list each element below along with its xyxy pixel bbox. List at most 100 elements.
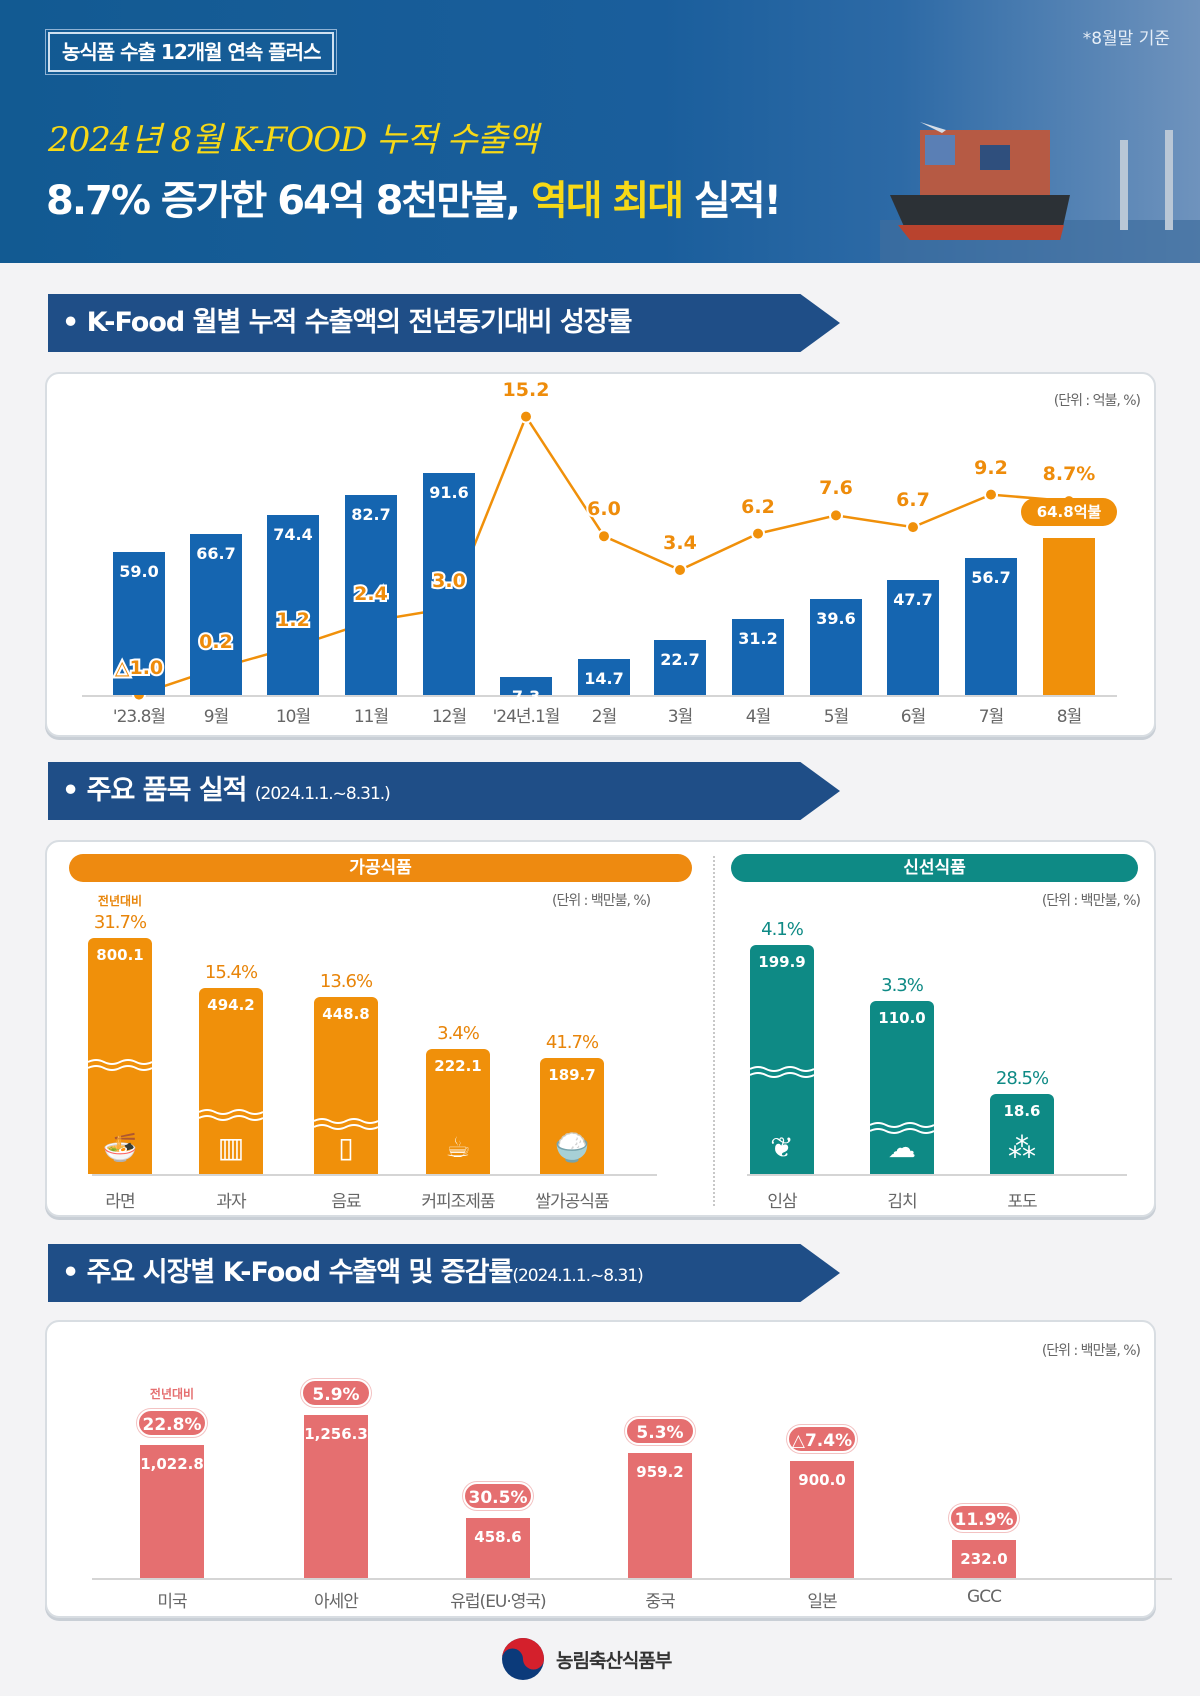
x-tick-label: 9월 [203, 707, 229, 727]
growth-label: 13.6% [319, 970, 373, 992]
x-tick-label: 유럽(EU·영국) [450, 1592, 546, 1612]
x-tick-label: 중국 [645, 1592, 675, 1612]
growth-label: 6.0 [585, 496, 623, 522]
growth-point [519, 409, 533, 424]
baseline-processed [92, 1174, 657, 1176]
items-chart: 가공식품 신선식품 (단위 : 백만불, %) (단위 : 백만불, %) 🍜 8… [45, 840, 1156, 1217]
bar-5 [952, 1540, 1016, 1578]
growth-pill: 5.9% [301, 1378, 371, 1407]
bar-0 [140, 1445, 204, 1578]
growth-label: 28.5% [995, 1067, 1049, 1089]
growth-pill: 11.9% [949, 1504, 1019, 1532]
unit-label: (단위 : 억불, %) [1053, 393, 1141, 409]
subtitle: 2024년 8월 K-FOOD 누적 수출액 [48, 120, 538, 160]
ministry-logo: 농림축산식품부 [500, 1636, 672, 1682]
section-banner-monthly: • K-Food 월별 누적 수출액의 전년동기대비 성장률 [48, 294, 840, 352]
bullet: • [62, 307, 79, 338]
bar-0 [113, 552, 165, 695]
x-tick-label: 8월 [1056, 707, 1082, 727]
x-tick-label: 3월 [667, 707, 693, 727]
growth-point [984, 487, 998, 502]
noodle-bowl-icon: 🍜 [102, 1130, 138, 1164]
bar-10 [887, 579, 939, 695]
x-tick-label: 12월 [431, 707, 467, 727]
section-period: (2024.1.1.~8.31) [512, 1266, 643, 1286]
unit-label-processed: (단위 : 백만불, %) [552, 893, 651, 909]
bar-value-label: 199.9 [758, 953, 806, 972]
section-banner-markets: • 주요 시장별 K-Food 수출액 및 증감률(2024.1.1.~8.31… [48, 1244, 840, 1302]
x-tick-label: 미국 [157, 1592, 187, 1612]
bar-value-label: 800.1 [96, 945, 144, 964]
x-tick-label: 11월 [353, 707, 389, 727]
total-callout: 64.8억불 [1021, 498, 1117, 527]
x-tick-label: 아세안 [314, 1592, 359, 1612]
group-header-processed: 가공식품 [69, 854, 692, 882]
ministry-name: 농림축산식품부 [556, 1649, 672, 1672]
bar-value-label: 82.7 [351, 504, 391, 524]
bar-6 [578, 659, 630, 695]
x-tick-label: 2월 [591, 707, 617, 727]
growth-label: 6.7 [894, 487, 932, 513]
x-tick-label: '23.8월 [112, 707, 166, 727]
growth-label: 6.2 [739, 494, 777, 520]
bar-4 [790, 1461, 854, 1578]
growth-label: 4.1% [761, 919, 804, 941]
growth-label: 3.3% [881, 974, 924, 996]
bar-7 [654, 640, 706, 695]
x-tick-label: 7월 [978, 707, 1004, 727]
group-divider [713, 856, 715, 1206]
taegeuk-emblem-icon [502, 1638, 544, 1680]
section-period: (2024.1.1.~8.31.) [254, 784, 391, 804]
bar-value-label: 222.1 [434, 1056, 482, 1075]
cabbage-icon: ☁ [888, 1130, 916, 1164]
bar-value-label: 1,256.3 [304, 1424, 368, 1443]
bullet: • [62, 775, 79, 806]
growth-label: 8.7% [1041, 461, 1098, 487]
bar-value-label: 1,022.8 [140, 1455, 204, 1474]
bar-value-label: 959.2 [636, 1463, 684, 1482]
x-axis-baseline [92, 1578, 1172, 1580]
x-tick-label: 포도 [1007, 1192, 1037, 1212]
axis-break-icon [199, 1109, 263, 1122]
axis-break-icon [870, 1121, 934, 1134]
bar-value-label: 110.0 [878, 1008, 926, 1027]
growth-point [906, 520, 920, 535]
can-drink-icon: ▯ [338, 1130, 354, 1164]
growth-label: 3.4% [437, 1022, 480, 1044]
axis-break-icon [88, 1058, 152, 1071]
growth-label: △1.0 [113, 655, 165, 681]
section-title: 주요 품목 실적 [86, 775, 248, 806]
x-tick-label: 5월 [823, 707, 849, 727]
group-header-fresh: 신선식품 [731, 854, 1138, 882]
bar-value-label: 56.7 [971, 567, 1011, 587]
bar-value-label: 59.0 [119, 562, 159, 582]
growth-label: 3.4 [661, 530, 699, 556]
x-tick-label: 과자 [216, 1192, 246, 1212]
yoy-label: 전년대비 [149, 1387, 195, 1402]
bar-과자: ▥ [199, 988, 263, 1174]
section-banner-items: • 주요 품목 실적 (2024.1.1.~8.31.) [48, 762, 840, 820]
bar-value-label: 232.0 [960, 1550, 1008, 1568]
bar-11 [965, 557, 1017, 695]
axis-break-icon [314, 1117, 378, 1130]
section-title: K-Food 월별 누적 수출액의 전년동기대비 성장률 [86, 307, 633, 338]
growth-label: 7.6 [817, 475, 855, 501]
bar-인삼: ❦ [750, 945, 814, 1174]
bar-value-label: 14.7 [584, 669, 624, 689]
bar-2 [267, 514, 319, 695]
bar-3 [345, 494, 397, 695]
airplane-icon [920, 122, 946, 133]
bar-1 [304, 1414, 368, 1578]
rice-bowl-icon: 🍚 [554, 1130, 590, 1164]
growth-label: 15.4% [204, 962, 258, 984]
grape-icon: ⁂ [1008, 1130, 1036, 1164]
growth-pill: 5.3% [625, 1417, 695, 1446]
ginseng-icon: ❦ [770, 1130, 794, 1164]
baseline-fresh [747, 1174, 1127, 1176]
x-tick-label: 6월 [900, 707, 926, 727]
x-tick-label: 인삼 [767, 1192, 797, 1212]
growth-point [829, 508, 843, 523]
bar-1 [190, 533, 242, 695]
title-highlight: 역대 최대 [530, 178, 684, 224]
bar-value-label: 66.7 [196, 543, 236, 563]
